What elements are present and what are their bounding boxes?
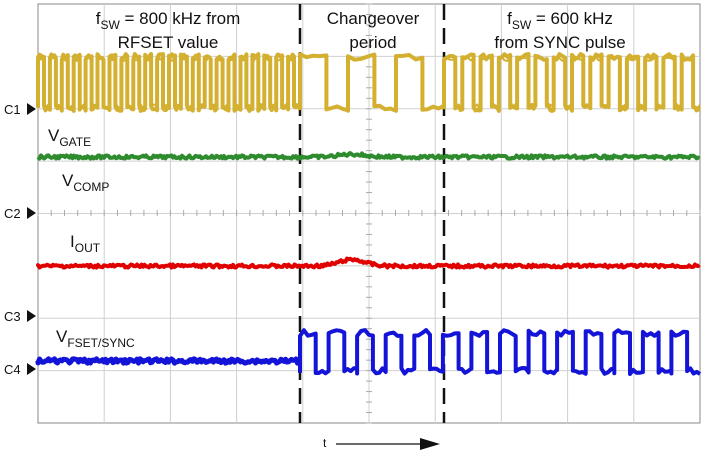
channel-marker-c4: C4 [4, 362, 21, 377]
channel-markers: C1 C2 C3 C4 [4, 102, 36, 377]
series-labels: VGATE VCOMP IOUT VFSET/SYNC [48, 126, 135, 350]
series-label-vsync: VFSET/SYNC [56, 327, 135, 350]
channel-marker-arrow-c4 [27, 363, 36, 375]
region-label-3-line2: from SYNC pulse [494, 33, 625, 52]
channel-marker-arrow-c1 [27, 103, 36, 115]
waveforms [35, 52, 702, 376]
region-label-1-line2: RFSET value [118, 33, 219, 52]
region-label-1-line1: fSW = 800 kHz from [96, 9, 241, 32]
series-label-vcomp: VCOMP [62, 171, 109, 194]
channel-marker-c2: C2 [4, 206, 21, 221]
region-label-3-line1: fSW = 600 kHz [507, 9, 613, 32]
x-axis-label: t [323, 436, 327, 450]
waveform-vsync [298, 328, 702, 376]
series-label-iout: IOUT [70, 232, 101, 255]
channel-marker-c3: C3 [4, 309, 21, 324]
series-label-vgate: VGATE [48, 126, 91, 149]
time-arrow-head [420, 438, 440, 450]
channel-marker-arrow-c2 [27, 207, 36, 219]
waveform-vsync-flat [35, 356, 302, 366]
region-label-2-line1: Changeover [327, 9, 420, 28]
channel-marker-arrow-c3 [27, 310, 36, 322]
channel-marker-c1: C1 [4, 102, 21, 117]
waveform-vgate [36, 151, 700, 161]
region-label-2-line2: period [349, 33, 396, 52]
time-axis: t [323, 436, 440, 450]
waveform-sw-overlay [37, 56, 701, 109]
waveform-iout [36, 256, 701, 270]
